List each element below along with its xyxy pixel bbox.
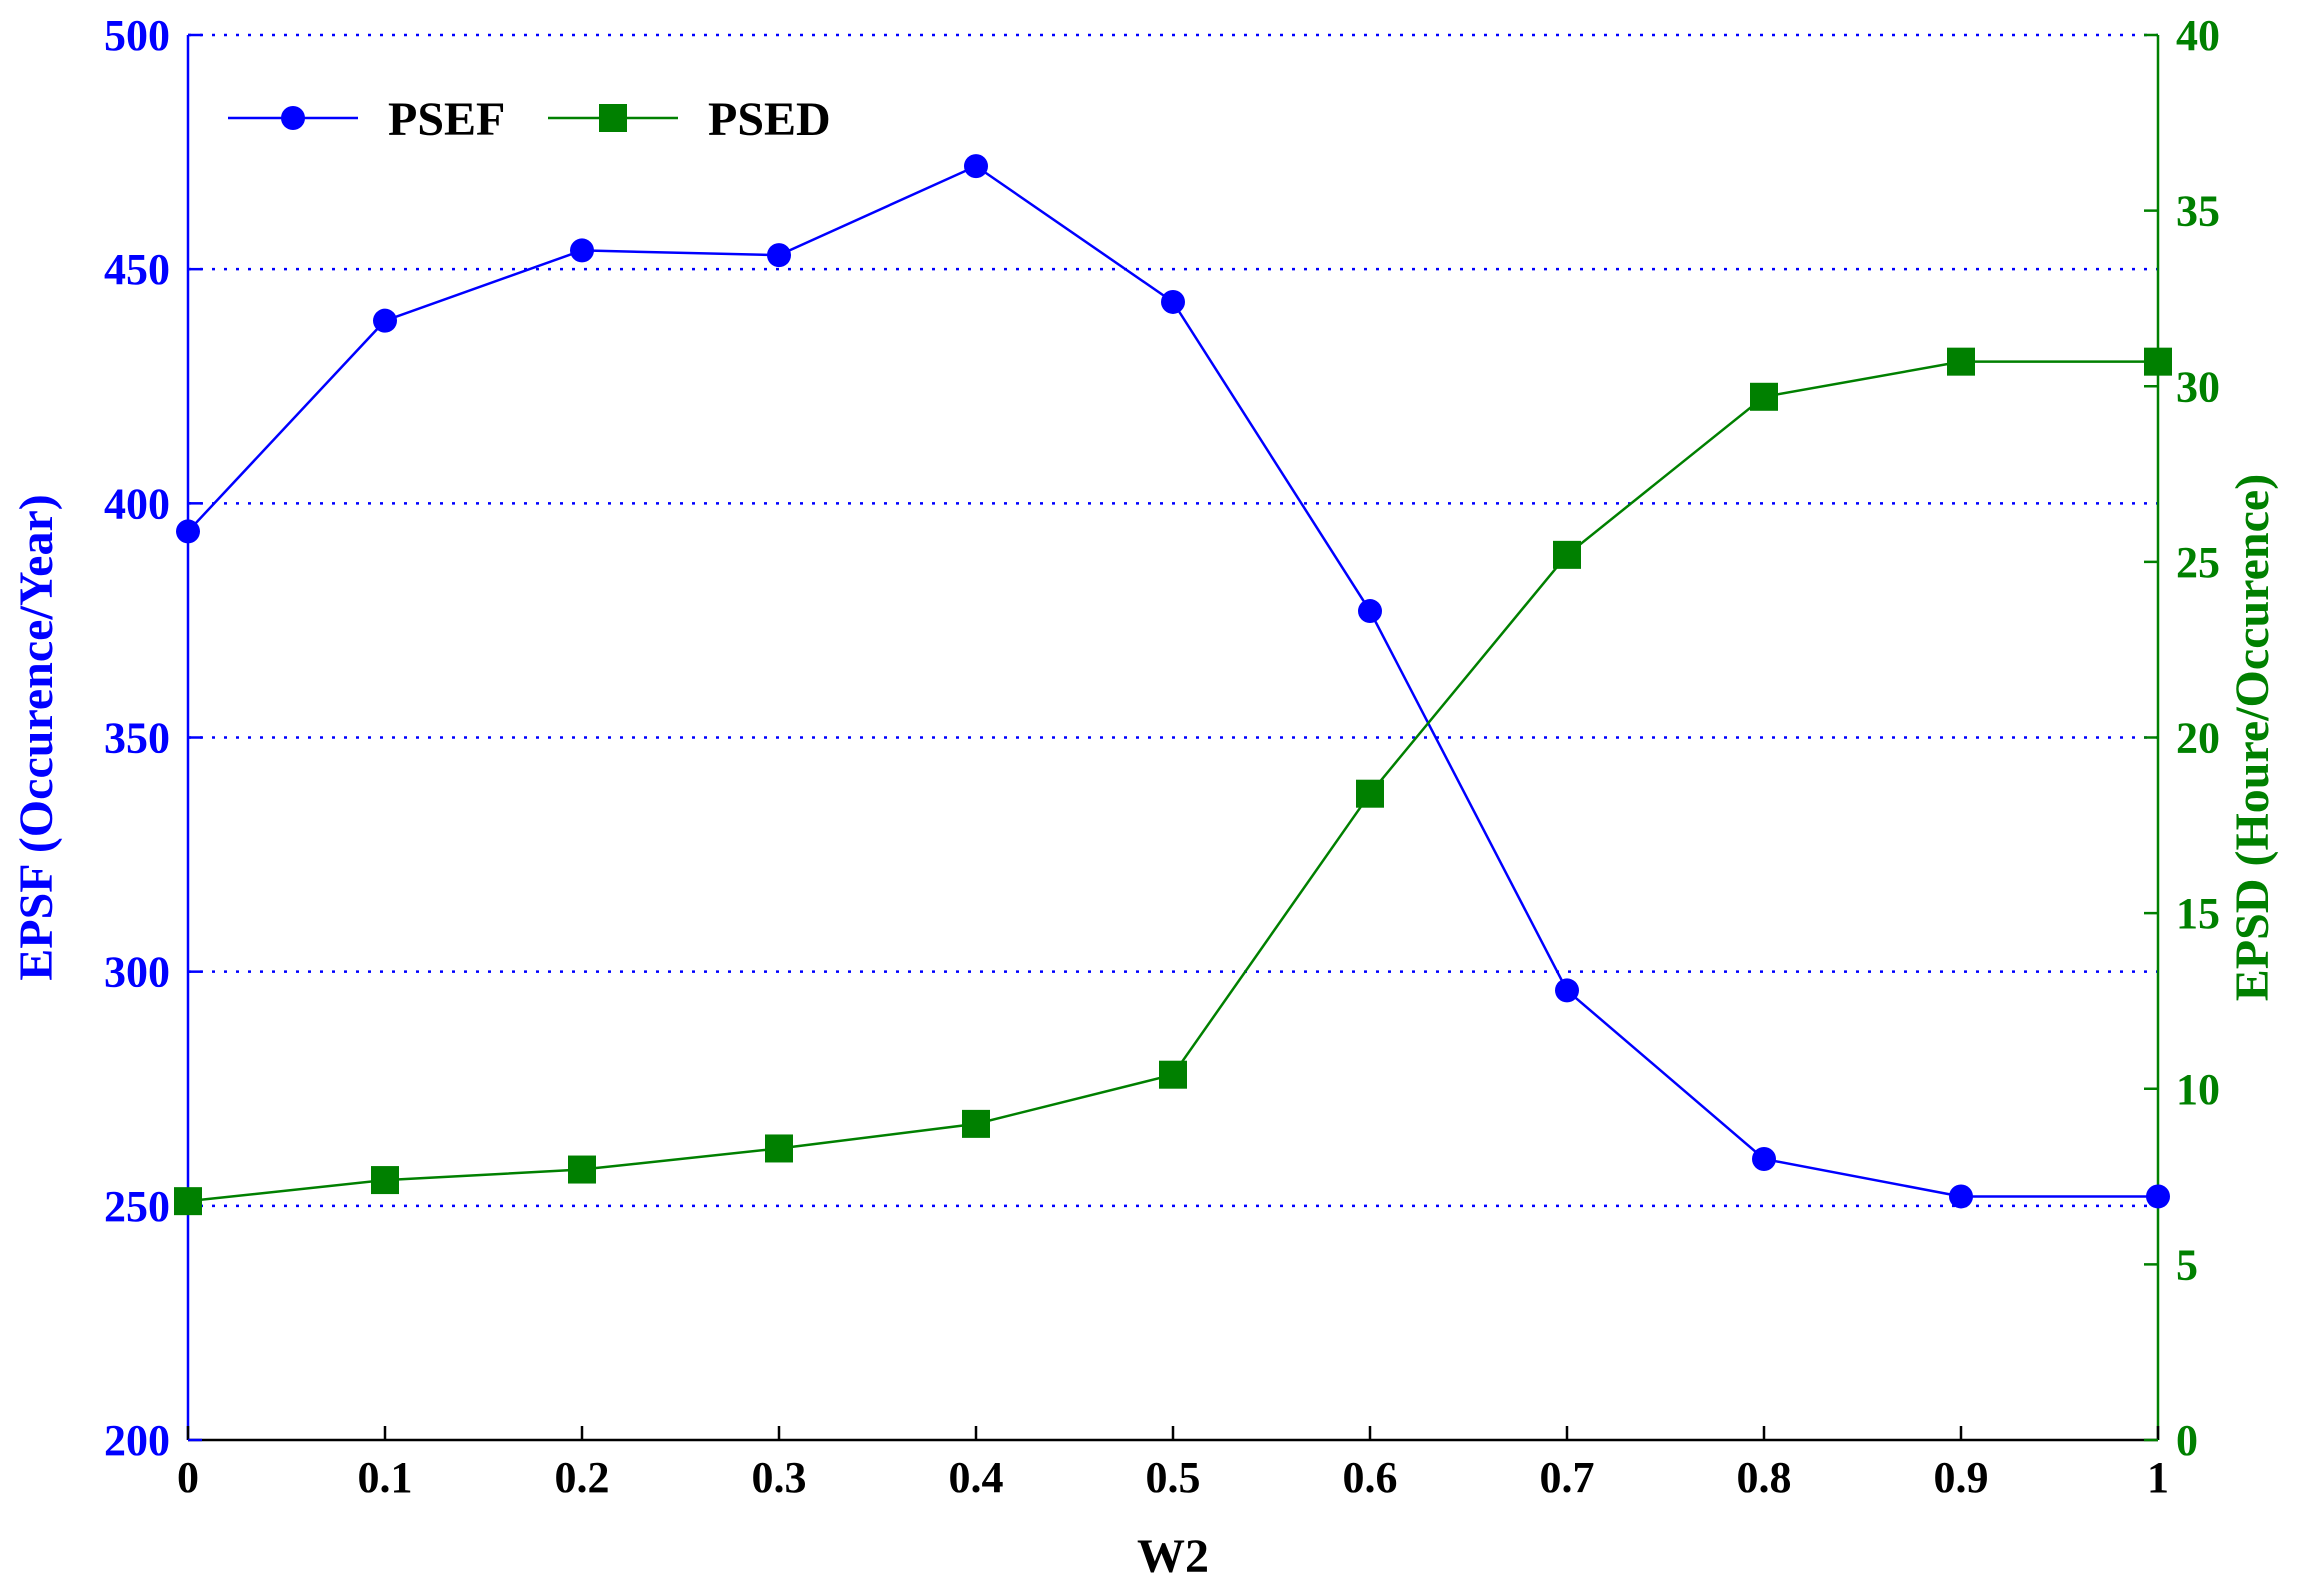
y-left-tick-label-6: 500 [104,11,170,60]
x-tick-label-1: 0.1 [358,1453,413,1502]
point-psed-8 [1750,382,1778,411]
point-psef-0 [176,519,200,544]
point-psed-4 [962,1109,990,1138]
point-psed-0 [174,1187,202,1216]
x-tick-label-10: 1 [2147,1453,2169,1502]
point-psef-3 [767,243,791,268]
y-left-tick-label-1: 250 [104,1182,170,1231]
y-right-tick-label-2: 10 [2176,1065,2220,1114]
y-right-tick-label-4: 20 [2176,714,2220,763]
point-psed-5 [1159,1060,1187,1089]
x-tick-label-5: 0.5 [1146,1453,1201,1502]
y-left-tick-label-3: 350 [104,714,170,763]
x-tick-label-8: 0.8 [1737,1453,1792,1502]
legend: PSEF PSED [228,93,831,146]
point-psef-10 [2146,1184,2170,1209]
series [174,154,2172,1216]
point-psef-2 [570,238,594,263]
x-tick-label-6: 0.6 [1343,1453,1398,1502]
x-tick-label-2: 0.2 [555,1453,610,1502]
y-right-tick-label-3: 15 [2176,889,2220,938]
y-right-axis-title: EPSD (Houre/Occurence) [2226,474,2279,1001]
legend-marker-psed [599,104,627,132]
legend-label-psed: PSED [708,93,831,146]
y-right-tick-label-8: 40 [2176,11,2220,60]
x-tick-label-4: 0.4 [949,1453,1004,1502]
y-left-tick-label-5: 450 [104,245,170,294]
y-right-tick-label-6: 30 [2176,362,2220,411]
point-psef-5 [1161,289,1185,314]
y-left-tick-label-2: 300 [104,948,170,997]
point-psef-1 [373,308,397,333]
point-psef-6 [1358,599,1382,624]
y-left-tick-label-4: 400 [104,479,170,528]
point-psed-6 [1356,779,1384,808]
y-right-tick-label-1: 5 [2176,1240,2198,1289]
point-psef-7 [1555,978,1579,1003]
y-left-tick-label-0: 200 [104,1416,170,1465]
y-right-tick-label-5: 25 [2176,538,2220,587]
point-psed-9 [1947,347,1975,376]
point-psef-4 [964,154,988,179]
y-left-axis-title: EPSF (Occurence/Year) [10,494,63,981]
x-tick-label-0: 0 [177,1453,199,1502]
point-psed-7 [1553,540,1581,569]
point-psef-8 [1752,1147,1776,1171]
point-psed-10 [2144,347,2172,376]
point-psef-9 [1949,1184,1973,1209]
y-right-tick-label-0: 0 [2176,1416,2198,1465]
x-tick-label-3: 0.3 [752,1453,807,1502]
y-right-tick-label-7: 35 [2176,187,2220,236]
x-tick-label-7: 0.7 [1540,1453,1595,1502]
axes: 0 0.1 0.2 0.3 0.4 0.5 0.6 0.7 0.8 0.9 120025030035… [104,11,2220,1502]
grid-lines [188,33,2158,1208]
legend-marker-psef [281,106,305,130]
point-psed-3 [765,1134,793,1163]
legend-label-psef: PSEF [388,93,505,146]
x-axis-title: W2 [1137,1530,1209,1583]
point-psed-1 [371,1166,399,1195]
x-tick-label-9: 0.9 [1934,1453,1989,1502]
series-line-psef [187,164,2158,1198]
point-psed-2 [568,1155,596,1184]
